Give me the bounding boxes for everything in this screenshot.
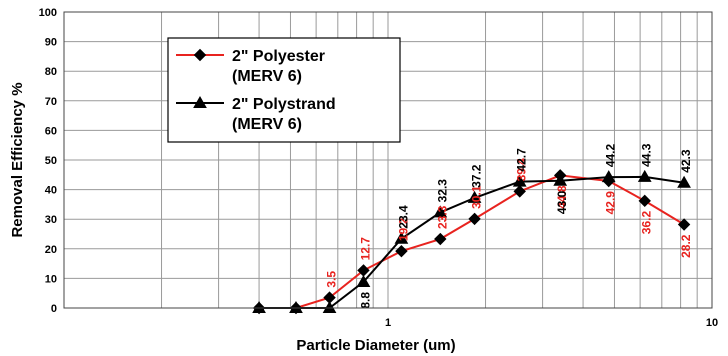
data-label: 30.1 [470, 185, 484, 209]
data-label: 44.2 [604, 143, 618, 167]
data-point [434, 232, 447, 246]
x-axis-title: Particle Diameter (um) [296, 337, 455, 354]
data-point [394, 231, 409, 244]
y-tick-label: 80 [45, 66, 57, 78]
legend-label: 2" Polyester [232, 48, 325, 65]
data-point [513, 185, 526, 198]
x-tick-label: 1 [385, 317, 391, 329]
data-point [553, 173, 568, 186]
legend-entry: 2" Polyester (MERV 6) [176, 48, 325, 85]
data-label: 37.2 [470, 164, 484, 188]
y-tick-label: 20 [45, 244, 57, 256]
legend-entry: 2" Polystrand (MERV 6) [176, 95, 336, 133]
y-axis-title: Removal Efficiency % [9, 82, 26, 237]
data-label: 42.3 [679, 149, 693, 173]
series-line [259, 174, 685, 309]
data-label: 39.4 [515, 158, 529, 182]
y-tick-label: 0 [51, 303, 57, 315]
plot-frame [63, 11, 713, 309]
data-label: 19.2 [396, 217, 410, 241]
data-point [468, 212, 481, 226]
data-label: 23.3 [435, 205, 449, 229]
y-tick-label: 70 [45, 96, 57, 108]
data-point [677, 218, 691, 231]
data-label: 36.2 [640, 211, 654, 235]
data-point [356, 274, 371, 287]
legend-label: (MERV 6) [232, 68, 302, 85]
y-tick-label: 10 [45, 273, 57, 285]
data-label: 23.4 [396, 205, 410, 229]
data-point [252, 300, 266, 313]
x-tick-labels: 1 10 [385, 317, 718, 329]
data-point [637, 169, 652, 182]
data-label: 42.7 [515, 148, 529, 172]
data-label: 3.5 [325, 271, 339, 288]
data-label: 8.8 [358, 292, 372, 309]
data-label: 42.9 [604, 191, 618, 215]
data-point [638, 194, 651, 208]
data-point [289, 300, 303, 313]
data-point [433, 205, 448, 218]
y-tick-label: 30 [45, 214, 57, 226]
data-label: 32.3 [435, 179, 449, 203]
y-tick-label: 100 [39, 7, 57, 19]
data-point [677, 175, 691, 188]
data-point [395, 244, 408, 258]
data-labels: 3.5 12.7 19.2 23.3 30.1 39.4 44.8 42.9 36.2 28.2 8… [325, 143, 694, 308]
y-tick-label: 60 [45, 125, 57, 137]
data-label: 12.7 [358, 237, 372, 261]
data-label: 28.2 [679, 234, 693, 258]
data-label: 44.3 [640, 143, 654, 167]
legend: 2" Polyester (MERV 6) 2" Polystrand (MERV 6… [167, 37, 401, 143]
y-tick-label: 40 [45, 185, 57, 197]
data-label: 43.0 [555, 190, 569, 214]
legend-label: 2" Polystrand [232, 96, 336, 113]
y-tick-labels: 0 10 20 30 40 50 60 70 80 90 100 [39, 7, 57, 315]
data-label: 44.8 [555, 185, 569, 209]
y-tick-label: 90 [45, 37, 57, 49]
legend-marker [193, 95, 207, 108]
x-tick-label: 10 [706, 317, 718, 329]
data-point [601, 170, 616, 183]
y-tick-label: 50 [45, 155, 57, 167]
legend-label: (MERV 6) [232, 116, 302, 133]
data-point [322, 300, 337, 313]
data-point [512, 174, 527, 187]
data-point [467, 190, 482, 203]
legend-marker [193, 48, 207, 62]
